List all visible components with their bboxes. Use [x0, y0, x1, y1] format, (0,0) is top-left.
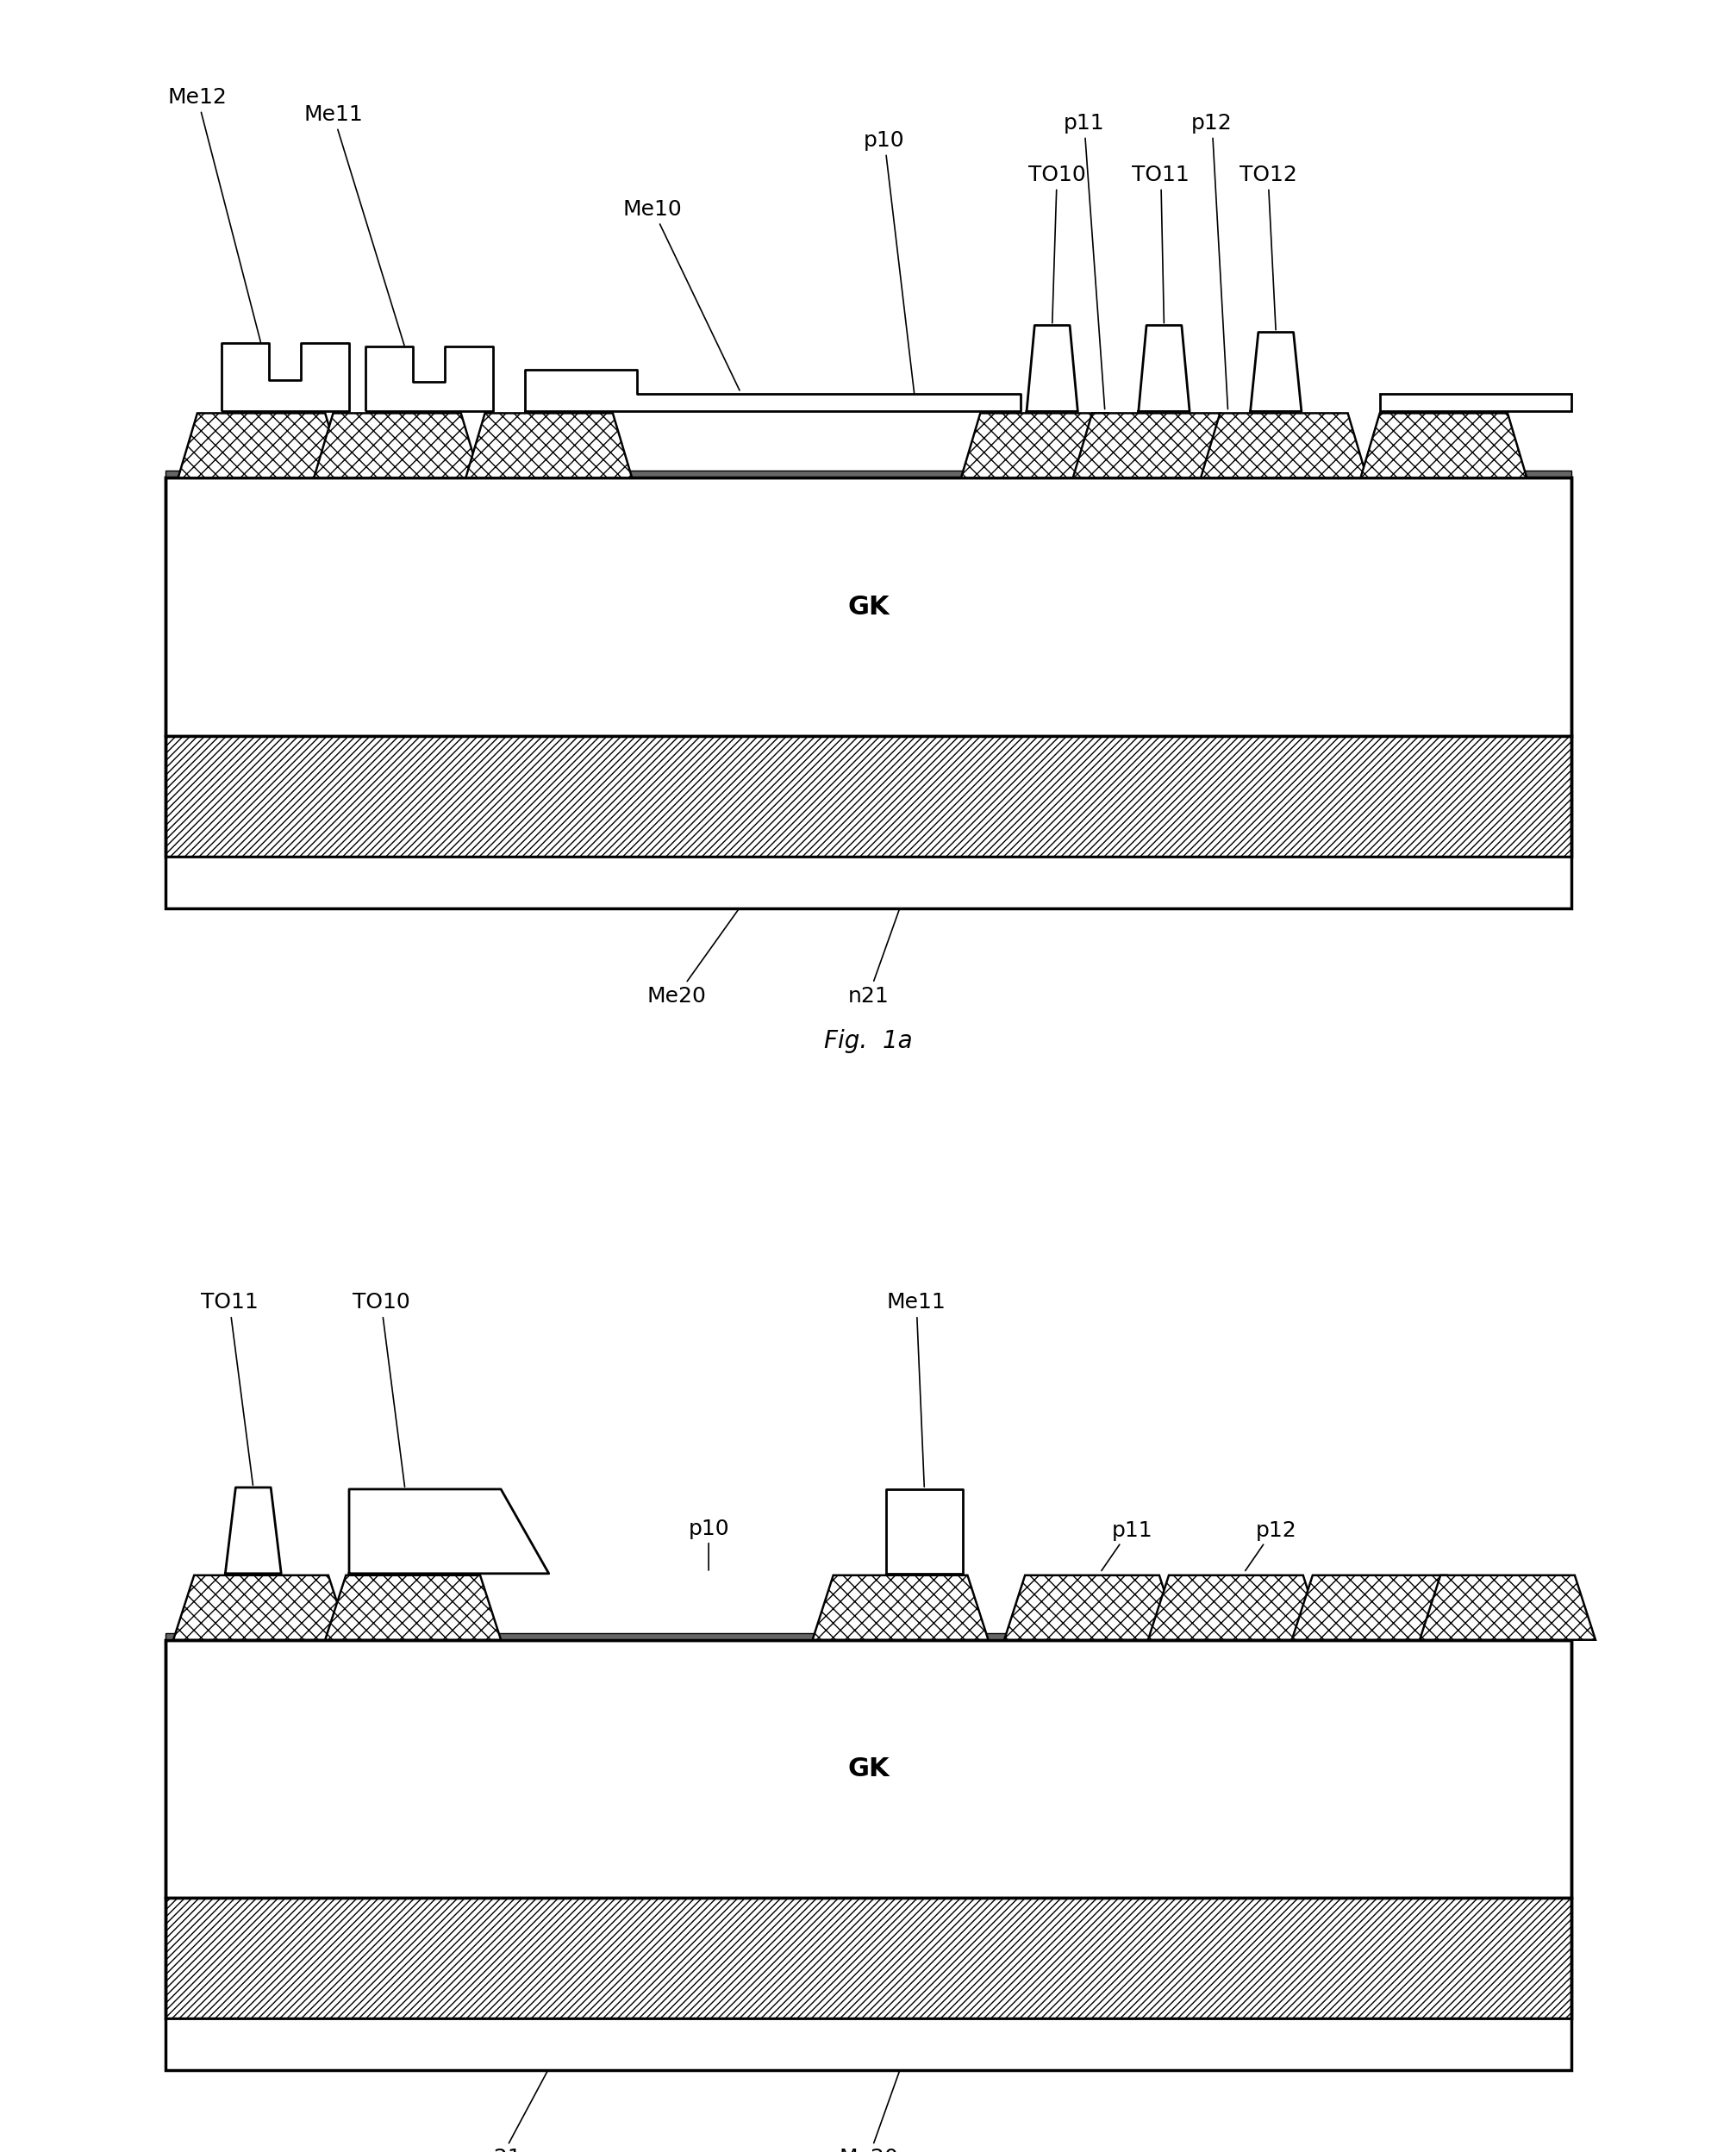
Polygon shape	[174, 1575, 349, 1640]
Polygon shape	[812, 1575, 988, 1640]
Polygon shape	[1292, 1575, 1467, 1640]
Text: p12: p12	[1255, 1519, 1295, 1541]
Bar	[165, 1898, 1571, 2019]
Text: p11: p11	[1111, 1519, 1153, 1541]
Polygon shape	[1026, 325, 1078, 411]
Text: n21: n21	[847, 908, 899, 1007]
Text: Me20: Me20	[648, 908, 740, 1007]
Bar	[165, 1640, 1571, 2070]
Text: p10: p10	[687, 1519, 729, 1539]
Text: Fig.  1a: Fig. 1a	[825, 1029, 911, 1052]
Text: Me11: Me11	[887, 1291, 946, 1487]
Text: TO10: TO10	[1028, 164, 1085, 323]
Text: TO10: TO10	[352, 1291, 410, 1487]
Polygon shape	[1147, 1575, 1323, 1640]
Text: Me12: Me12	[168, 86, 260, 342]
Bar	[165, 1633, 1571, 1640]
Text: n21: n21	[481, 2070, 547, 2152]
Text: Me11: Me11	[304, 103, 404, 346]
Bar	[165, 2019, 1571, 2070]
Text: p12: p12	[1191, 112, 1233, 409]
Text: TO12: TO12	[1238, 164, 1297, 329]
Text: p11: p11	[1062, 112, 1104, 409]
Polygon shape	[1137, 325, 1189, 411]
Text: TO11: TO11	[200, 1291, 259, 1485]
Polygon shape	[1200, 413, 1366, 478]
Bar	[165, 478, 1571, 736]
Polygon shape	[1003, 1575, 1179, 1640]
Text: GK: GK	[847, 594, 889, 620]
Polygon shape	[314, 413, 479, 478]
Text: GK: GK	[847, 1756, 889, 1782]
Polygon shape	[1418, 1575, 1595, 1640]
Bar	[1378, 394, 1571, 411]
Polygon shape	[226, 1487, 281, 1573]
Polygon shape	[465, 413, 632, 478]
Bar	[165, 471, 1571, 478]
Polygon shape	[179, 413, 344, 478]
Bar	[165, 478, 1571, 908]
Bar	[165, 736, 1571, 856]
Text: Me10: Me10	[623, 198, 740, 390]
Text: p10: p10	[863, 129, 915, 409]
Text: TO11: TO11	[1132, 164, 1189, 323]
Polygon shape	[524, 370, 1019, 411]
Polygon shape	[960, 413, 1127, 478]
Polygon shape	[349, 1489, 549, 1573]
Polygon shape	[1073, 413, 1238, 478]
Polygon shape	[1250, 331, 1300, 411]
Polygon shape	[885, 1489, 962, 1573]
Polygon shape	[325, 1575, 500, 1640]
Bar	[165, 1640, 1571, 1898]
Polygon shape	[1359, 413, 1526, 478]
Bar	[165, 856, 1571, 908]
Text: Me20: Me20	[838, 2070, 899, 2152]
